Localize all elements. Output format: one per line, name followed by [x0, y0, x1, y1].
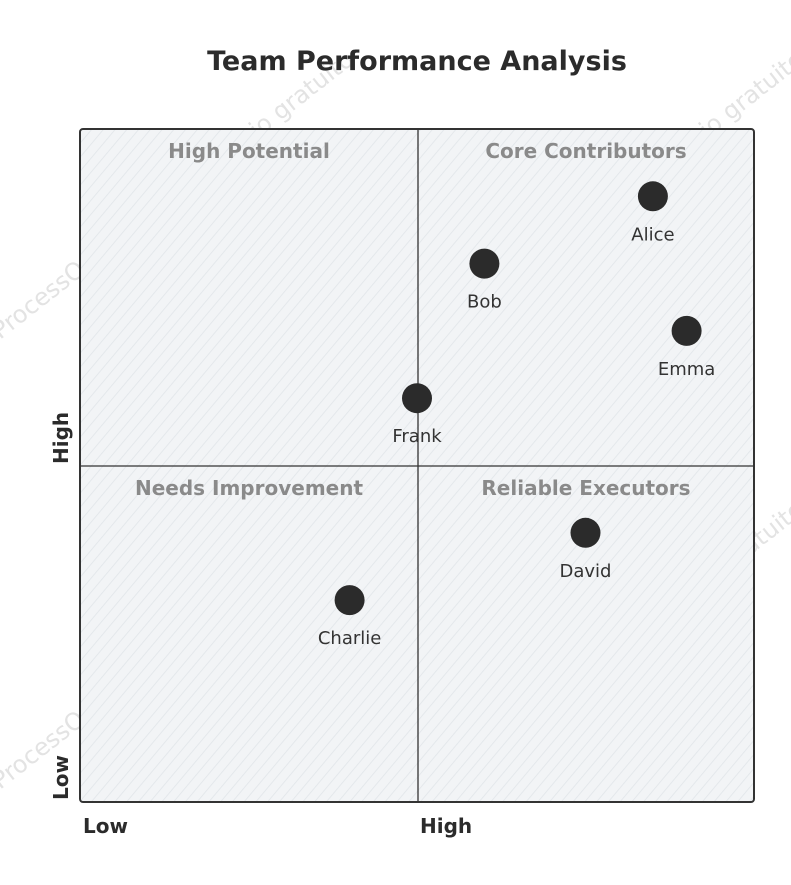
y-axis-high-label: High: [49, 412, 73, 464]
quadrant-label-needs-improvement: Needs Improvement: [135, 476, 363, 500]
data-point-david: [570, 517, 601, 548]
point-label-david: David: [560, 561, 612, 582]
data-point-alice: [637, 181, 668, 212]
data-point-emma: [671, 315, 702, 346]
x-axis-low-label: Low: [83, 814, 128, 838]
quadrant-label-core-contributors: Core Contributors: [485, 139, 686, 163]
quadrant-label-high-potential: High Potential: [168, 139, 330, 163]
data-point-bob: [469, 248, 500, 279]
y-axis-low-label: Low: [49, 755, 73, 800]
data-point-frank: [402, 383, 432, 414]
point-label-emma: Emma: [658, 359, 715, 380]
point-label-charlie: Charlie: [318, 628, 381, 649]
points-layer: Alice Bob Emma Frank David Charlie: [318, 181, 715, 649]
data-point-charlie: [334, 585, 365, 616]
x-axis-high-label: High: [420, 814, 472, 838]
chart-title: Team Performance Analysis: [207, 46, 627, 77]
point-label-bob: Bob: [467, 292, 502, 313]
point-label-frank: Frank: [392, 426, 442, 447]
point-label-alice: Alice: [631, 224, 674, 245]
quadrant-label-reliable-executors: Reliable Executors: [481, 476, 690, 500]
